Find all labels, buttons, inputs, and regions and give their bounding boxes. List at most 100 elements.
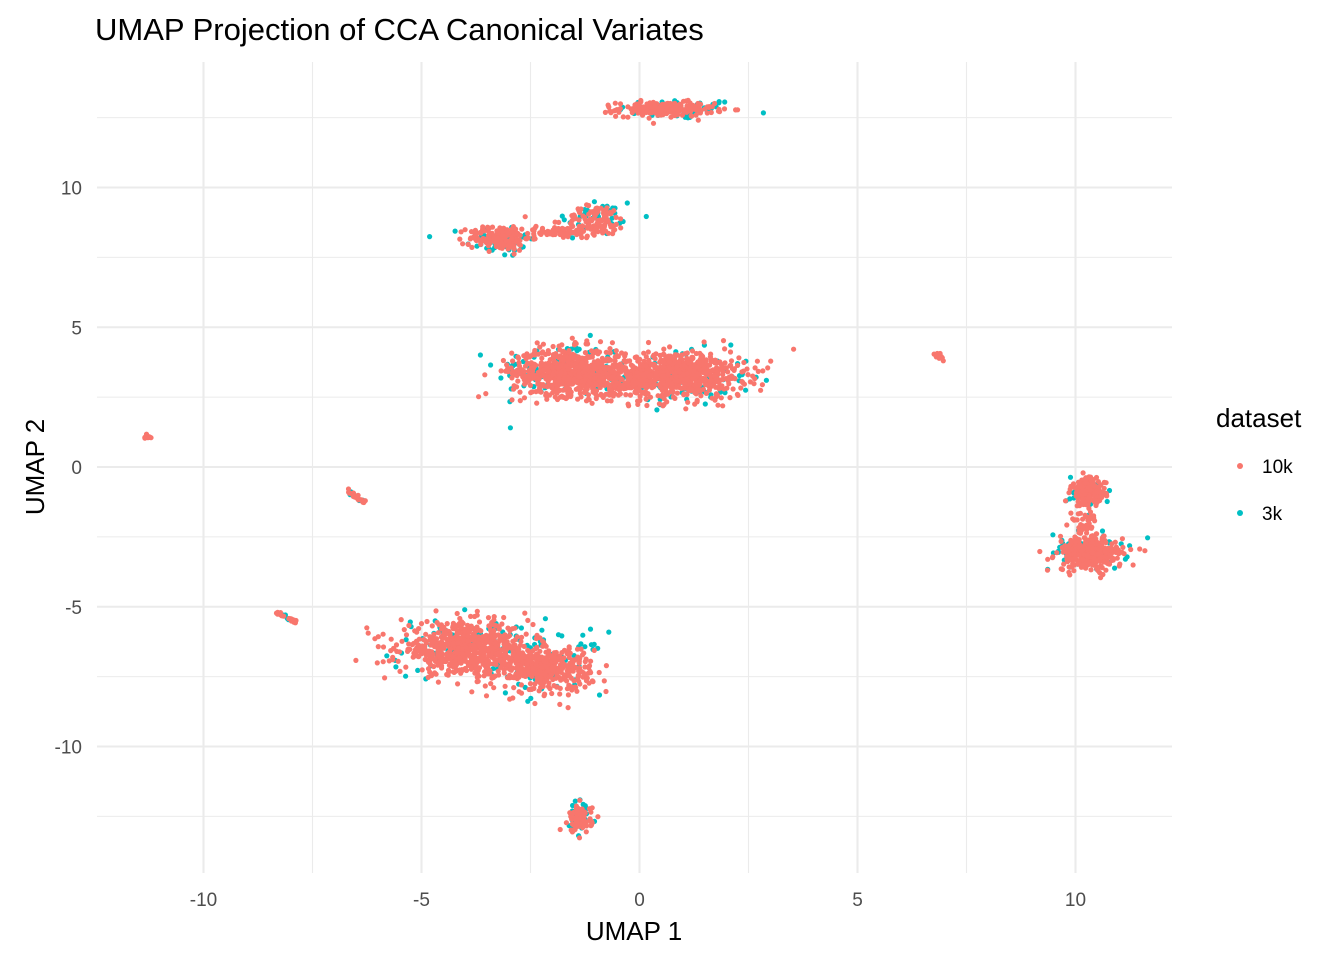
point-10k (584, 355, 590, 361)
point-3k (1067, 474, 1074, 480)
point-3k (559, 213, 565, 219)
point-10k (1121, 551, 1127, 557)
point-10k (516, 650, 522, 657)
point-10k (1088, 474, 1094, 480)
point-10k (760, 368, 766, 374)
point-10k (660, 359, 667, 365)
point-10k (498, 368, 504, 374)
point-10k (576, 385, 582, 391)
point-10k (485, 228, 491, 234)
point-10k (500, 357, 506, 364)
point-10k (488, 681, 494, 687)
point-10k (519, 226, 525, 232)
point-10k (708, 377, 714, 384)
point-10k (708, 109, 714, 116)
point-10k (670, 394, 677, 400)
point-10k (459, 650, 465, 657)
point-10k (576, 668, 582, 674)
point-10k (489, 645, 496, 651)
y-tick-label: -10 (55, 738, 82, 759)
point-10k (1079, 562, 1085, 568)
point-10k (606, 385, 613, 391)
point-10k (380, 659, 386, 665)
point-10k (634, 369, 640, 375)
point-10k (1108, 545, 1114, 551)
point-3k (403, 673, 409, 679)
point-3k (569, 235, 576, 241)
point-10k (506, 242, 512, 248)
point-10k (567, 376, 574, 382)
point-10k (516, 247, 523, 253)
point-10k (627, 392, 634, 398)
point-10k (1080, 526, 1086, 532)
point-10k (517, 398, 523, 404)
point-10k (543, 664, 549, 670)
point-10k (546, 360, 552, 366)
point-10k (557, 691, 563, 697)
x-tick-label: 0 (634, 890, 645, 911)
point-10k (492, 673, 498, 679)
point-10k (1081, 499, 1087, 505)
point-10k (517, 389, 523, 395)
point-10k (1107, 552, 1113, 558)
point-10k (694, 397, 700, 403)
point-10k (465, 662, 471, 669)
point-10k (1066, 542, 1072, 548)
point-10k (1080, 470, 1086, 476)
point-10k (556, 343, 562, 349)
point-10k (1084, 530, 1090, 536)
point-10k (406, 622, 412, 629)
point-10k (374, 660, 380, 666)
point-10k (679, 352, 685, 358)
point-10k (1082, 512, 1088, 518)
point-10k (561, 647, 568, 653)
point-10k (577, 655, 583, 662)
point-10k (610, 374, 616, 380)
point-10k (517, 642, 524, 648)
point-10k (639, 389, 645, 395)
point-10k (765, 365, 771, 371)
point-10k (453, 662, 459, 668)
point-10k (525, 665, 531, 671)
point-10k (645, 339, 652, 346)
point-10k (480, 656, 486, 662)
point-10k (571, 376, 577, 382)
point-10k (711, 372, 717, 378)
point-3k (452, 228, 458, 234)
point-10k (498, 637, 504, 643)
point-10k (507, 628, 513, 634)
point-10k (681, 391, 687, 397)
point-10k (935, 352, 941, 358)
point-10k (1117, 561, 1123, 567)
point-10k (706, 387, 713, 393)
point-10k (539, 355, 545, 361)
point-10k (566, 366, 572, 372)
point-10k (708, 359, 714, 365)
point-10k (659, 393, 665, 399)
point-10k (522, 673, 529, 680)
point-10k (530, 371, 536, 377)
point-10k (418, 621, 425, 627)
y-tick-label: 5 (71, 318, 82, 339)
point-10k (731, 366, 738, 372)
point-10k (511, 246, 517, 252)
point-10k (443, 631, 449, 637)
point-10k (423, 631, 429, 637)
point-10k (692, 106, 698, 112)
point-10k (659, 373, 666, 379)
series-10k (142, 97, 1148, 841)
point-10k (576, 835, 583, 841)
point-10k (568, 229, 575, 235)
point-10k (678, 106, 684, 112)
point-10k (791, 346, 797, 352)
point-10k (628, 106, 634, 112)
point-3k (582, 644, 588, 650)
point-10k (533, 223, 539, 229)
legend-key-3k (1237, 510, 1243, 516)
point-10k (557, 701, 563, 708)
point-3k (643, 213, 649, 220)
point-10k (499, 228, 505, 235)
point-10k (1101, 490, 1107, 496)
point-10k (505, 230, 512, 236)
